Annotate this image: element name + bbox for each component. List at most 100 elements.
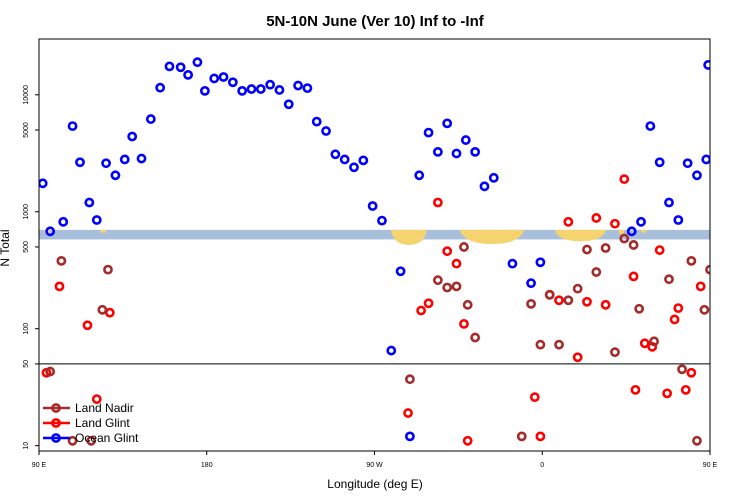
legend-label-land-nadir: Land Nadir xyxy=(75,401,134,415)
ocean-glint-point xyxy=(101,158,111,169)
ocean-glint-point xyxy=(488,172,499,183)
y-axis-label: N Total xyxy=(0,229,12,266)
land-glint-point xyxy=(669,314,680,325)
land-glint-point xyxy=(619,174,630,185)
ocean-glint-point xyxy=(395,266,406,277)
legend-label-ocean-glint: Ocean Glint xyxy=(75,431,139,445)
land-nadir-point xyxy=(591,267,602,277)
land-nadir-point xyxy=(67,435,78,446)
land-segment xyxy=(100,229,107,233)
ocean-glint-point xyxy=(183,69,194,80)
land-nadir-point xyxy=(535,339,546,350)
data-points xyxy=(39,57,710,446)
land-nadir-point xyxy=(582,244,592,255)
ocean-glint-point xyxy=(237,85,248,96)
ocean-glint-point xyxy=(626,226,637,237)
ocean-glint-point xyxy=(507,258,518,269)
ocean-glint-point xyxy=(451,148,462,159)
legend-marker-land-glint xyxy=(51,418,61,428)
land-nadir-point xyxy=(692,435,702,446)
y-axis: 10 50 100 500 1000 5000 10000 xyxy=(23,85,39,450)
y-tick-label: 1000 xyxy=(23,204,30,220)
x-tick-label: 90 E xyxy=(32,462,47,469)
y-tick-label: 50 xyxy=(23,360,30,368)
x-tick-label: 0 xyxy=(540,462,544,469)
x-tick-label: 180 xyxy=(201,462,213,469)
land-nadir-point xyxy=(432,275,443,286)
ocean-glint-point xyxy=(349,162,359,173)
land-nadir-point xyxy=(442,282,453,293)
land-glint-point xyxy=(591,213,602,223)
land-nadir-point xyxy=(405,374,415,385)
land-glint-point xyxy=(673,303,684,314)
ocean-glint-point xyxy=(377,215,387,226)
ocean-glint-point xyxy=(274,85,285,95)
land-nadir-point xyxy=(610,347,620,358)
ocean-glint-point xyxy=(75,157,85,168)
ocean-glint-point xyxy=(405,431,415,442)
land-nadir-point xyxy=(554,339,564,350)
ocean-glint-point xyxy=(682,158,693,169)
ocean-glint-point xyxy=(321,126,331,136)
ocean-glint-point xyxy=(127,131,138,142)
land-glint-point xyxy=(82,320,93,331)
ocean-glint-point xyxy=(119,154,130,165)
ocean-glint-point xyxy=(645,121,656,131)
ocean-glint-point xyxy=(58,216,69,227)
land-nadir-point xyxy=(705,264,710,275)
ocean-glint-point xyxy=(91,215,102,225)
y-tick-label: 100 xyxy=(23,323,30,335)
ocean-glint-point xyxy=(703,60,710,70)
land-glint-point xyxy=(423,298,434,309)
ocean-glint-point xyxy=(302,83,313,94)
land-glint-point xyxy=(416,305,426,316)
land-segment xyxy=(391,229,427,245)
land-glint-point xyxy=(462,435,473,446)
land-glint-point xyxy=(572,352,583,363)
legend-label-land-glint: Land Glint xyxy=(75,416,130,430)
ocean-glint-point xyxy=(164,61,175,72)
ocean-glint-point xyxy=(199,85,210,96)
ocean-glint-point xyxy=(84,197,95,208)
ocean-band-layer xyxy=(39,229,710,240)
ocean-glint-point xyxy=(664,197,674,208)
x-axis-label: Longitude (deg E) xyxy=(327,477,422,491)
ocean-band xyxy=(39,229,710,240)
ocean-glint-point xyxy=(218,72,229,82)
ocean-glint-point xyxy=(479,181,490,192)
land-nadir-point xyxy=(572,283,583,294)
ocean-glint-point xyxy=(175,62,186,73)
land-nadir-point xyxy=(56,255,67,266)
land-glint-point xyxy=(104,307,115,318)
ocean-glint-point xyxy=(460,135,471,145)
land-nadir-point xyxy=(103,264,113,275)
x-axis: 90 E 180 90 W 0 90 E xyxy=(32,451,718,469)
land-nadir-point xyxy=(526,298,536,309)
land-nadir-point xyxy=(97,304,108,315)
land-nadir-point xyxy=(462,299,473,310)
ocean-glint-point xyxy=(470,146,481,157)
ocean-glint-point xyxy=(265,79,276,90)
ocean-glint-point xyxy=(358,155,369,166)
ocean-glint-point xyxy=(414,170,425,181)
ocean-glint-point xyxy=(311,116,322,127)
land-segment xyxy=(460,229,524,244)
land-glint-point xyxy=(680,384,691,395)
ocean-glint-point xyxy=(526,278,536,289)
ocean-glint-point xyxy=(145,114,156,124)
ocean-glint-point xyxy=(423,127,434,138)
land-glint-point xyxy=(662,388,673,399)
land-segment xyxy=(618,229,625,235)
land-glint-point xyxy=(654,245,665,255)
x-tick-label: 90 W xyxy=(366,462,383,469)
y-tick-label: 500 xyxy=(23,241,30,253)
land-nadir-point xyxy=(459,242,469,252)
ocean-glint-point xyxy=(692,170,702,181)
land-nadir-point xyxy=(619,233,630,244)
land-glint-point xyxy=(639,338,650,349)
land-nadir-point xyxy=(628,240,639,250)
ocean-glint-point xyxy=(110,170,121,181)
ocean-glint-point xyxy=(136,153,147,164)
land-glint-point xyxy=(529,392,540,403)
